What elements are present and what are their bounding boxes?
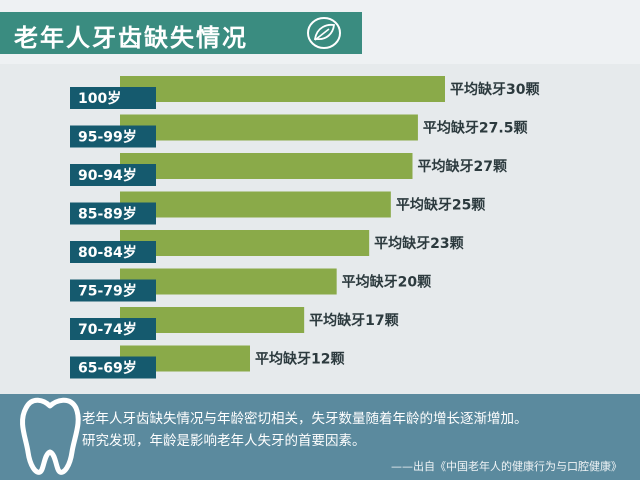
category-label-box-6 <box>70 318 156 340</box>
bar-2 <box>120 153 413 179</box>
value-label-5: 平均缺牙20颗 <box>342 274 431 291</box>
footer-band: 老年人牙齿缺失情况与年龄密切相关，失牙数量随着年龄的增长逐渐增加。 研究发现，年… <box>0 394 640 480</box>
description-line-2: 研究发现，年龄是影响老年人失牙的首要因素。 <box>82 433 366 449</box>
category-label-box-4 <box>70 241 156 263</box>
tooth-icon <box>20 397 81 475</box>
category-label-3: 85-89岁 <box>78 206 137 223</box>
description-line-1: 老年人牙齿缺失情况与年龄密切相关，失牙数量随着年龄的增长逐渐增加。 <box>82 411 528 427</box>
category-label-0: 100岁 <box>78 90 121 107</box>
category-label-1: 95-99岁 <box>78 129 137 146</box>
value-label-7: 平均缺牙12颗 <box>255 351 344 368</box>
category-label-6: 70-74岁 <box>78 321 137 338</box>
category-label-box-3 <box>70 202 156 225</box>
value-label-2: 平均缺牙27颗 <box>418 158 507 175</box>
category-label-box-1 <box>70 125 156 148</box>
category-label-box-0 <box>70 87 156 109</box>
value-label-1: 平均缺牙27.5颗 <box>423 120 528 137</box>
category-label-5: 75-79岁 <box>78 283 137 300</box>
bar-3 <box>120 191 391 218</box>
leaf-icon <box>307 17 341 49</box>
bar-0 <box>120 76 445 102</box>
value-label-6: 平均缺牙17颗 <box>309 312 398 329</box>
value-label-4: 平均缺牙23颗 <box>374 235 463 252</box>
page-title: 老年人牙齿缺失情况 <box>14 24 248 52</box>
bar-1 <box>120 114 418 141</box>
category-label-box-5 <box>70 279 156 302</box>
category-label-7: 65-69岁 <box>78 360 137 377</box>
bar-chart: 100岁 平均缺牙30颗 95-99岁 平均缺牙27.5颗 90-94岁 平均缺牙27颗 8… <box>70 76 539 379</box>
value-label-0: 平均缺牙30颗 <box>450 81 539 98</box>
header: 老年人牙齿缺失情况 <box>0 0 640 64</box>
bar-4 <box>120 230 370 256</box>
category-label-4: 80-84岁 <box>78 244 137 261</box>
category-label-box-2 <box>70 164 156 186</box>
title-band: 老年人牙齿缺失情况 <box>0 12 362 54</box>
description: 老年人牙齿缺失情况与年龄密切相关，失牙数量随着年龄的增长逐渐增加。 研究发现，年… <box>82 408 632 452</box>
category-label-2: 90-94岁 <box>78 167 137 184</box>
category-label-box-7 <box>70 356 156 379</box>
bar-5 <box>120 268 337 295</box>
value-label-3: 平均缺牙25颗 <box>396 197 485 214</box>
source-citation: ——出自《中国老年人的健康行为与口腔健康》 <box>391 460 622 473</box>
